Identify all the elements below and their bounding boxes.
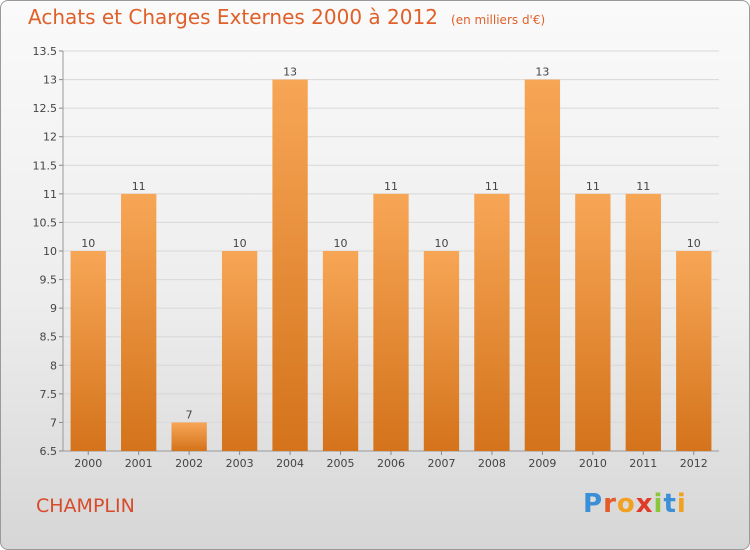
bar-2010 xyxy=(575,193,611,451)
x-tick-label: 2010 xyxy=(579,457,607,470)
y-tick-label: 13.5 xyxy=(33,45,58,58)
y-tick-label: 10 xyxy=(43,245,57,258)
x-tick-label: 2006 xyxy=(377,457,405,470)
bar-2005 xyxy=(322,251,359,451)
x-tick-label: 2005 xyxy=(327,457,355,470)
y-tick-label: 7.5 xyxy=(40,388,58,401)
bar-2000 xyxy=(70,251,106,451)
y-tick-label: 10.5 xyxy=(33,216,58,229)
x-tick-label: 2001 xyxy=(125,457,153,470)
data-label: 7 xyxy=(186,408,193,421)
x-tick-label: 2002 xyxy=(175,457,203,470)
y-tick-label: 8 xyxy=(50,359,57,372)
proxiti-logo: Proxiti xyxy=(583,489,687,519)
logo-letter: i xyxy=(676,489,687,519)
y-tick-labels: 6.5 7 7.5 8 8.5 9 9.5 10 10.5 11 11.5 12 12.5 13 13.5 xyxy=(33,45,58,458)
y-tick-label: 12.5 xyxy=(33,102,58,115)
logo-letter: o xyxy=(616,489,636,519)
x-tick-label: 2003 xyxy=(226,457,254,470)
bar-2004 xyxy=(272,79,308,452)
y-tick-label: 9.5 xyxy=(40,274,58,287)
chart-title: Achats et Charges Externes 2000 à 2012 xyxy=(28,5,438,29)
data-labels: 10 11 7 10 13 10 11 10 11 13 11 11 10 xyxy=(81,66,701,422)
logo-letter: x xyxy=(635,489,654,519)
data-label: 11 xyxy=(485,180,499,193)
data-label: 10 xyxy=(334,237,348,250)
bar-2007 xyxy=(423,251,460,451)
y-tick-label: 7 xyxy=(50,416,57,429)
x-tick-labels: 2000 2001 2002 2003 2004 2005 2006 2007 2008 2009… xyxy=(74,457,708,470)
data-label: 11 xyxy=(132,180,146,193)
bar-2008 xyxy=(474,193,510,451)
title-block: Achats et Charges Externes 2000 à 2012 (… xyxy=(28,5,545,29)
data-label: 13 xyxy=(535,66,549,79)
data-label: 10 xyxy=(233,237,247,250)
data-label: 10 xyxy=(81,237,95,250)
logo-letter: P xyxy=(583,489,604,519)
bar-2011 xyxy=(625,193,661,451)
bar-2012 xyxy=(676,251,712,451)
data-label: 11 xyxy=(636,180,650,193)
y-tick-label: 6.5 xyxy=(40,445,58,458)
x-tick-label: 2011 xyxy=(629,457,657,470)
data-label: 13 xyxy=(283,66,297,79)
logo-letter: t xyxy=(663,489,677,519)
y-tick-label: 11 xyxy=(43,188,57,201)
y-tick-label: 13 xyxy=(43,74,57,87)
bar-2003 xyxy=(221,251,258,451)
data-label: 11 xyxy=(586,180,600,193)
logo-letter: r xyxy=(603,489,617,519)
x-tick-label: 2012 xyxy=(680,457,708,470)
data-label: 10 xyxy=(687,237,701,250)
logo-letter: i xyxy=(653,489,664,519)
bar-2009 xyxy=(524,79,561,452)
town-name: CHAMPLIN xyxy=(36,495,135,517)
y-tick-label: 9 xyxy=(50,302,57,315)
x-tick-label: 2007 xyxy=(427,457,455,470)
y-tick-label: 12 xyxy=(43,131,57,144)
x-tick-label: 2000 xyxy=(74,457,102,470)
y-tick-label: 11.5 xyxy=(33,159,58,172)
bars xyxy=(70,79,712,452)
bar-2001 xyxy=(121,193,157,451)
x-tick-label: 2008 xyxy=(478,457,506,470)
x-tick-label: 2004 xyxy=(276,457,304,470)
y-tick-label: 8.5 xyxy=(40,331,58,344)
chart-subtitle: (en milliers d'€) xyxy=(451,13,546,27)
bar-2002 xyxy=(171,422,207,451)
data-label: 10 xyxy=(434,237,448,250)
bar-2006 xyxy=(373,193,409,451)
data-label: 11 xyxy=(384,180,398,193)
x-tick-label: 2009 xyxy=(528,457,556,470)
